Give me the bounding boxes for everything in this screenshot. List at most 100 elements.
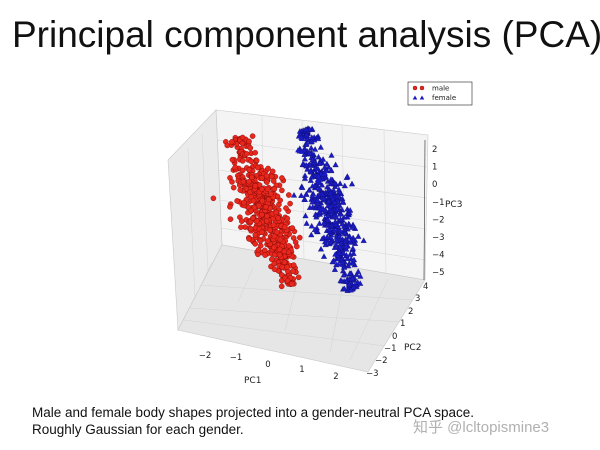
female-point (321, 164, 328, 170)
legend-female-label: female (432, 94, 456, 102)
female-point (334, 192, 341, 199)
female-point (319, 205, 326, 211)
male-point (252, 241, 258, 247)
male-point (263, 218, 270, 224)
male-point (257, 238, 264, 244)
male-point (248, 158, 255, 165)
female-point (299, 148, 305, 154)
male-point (270, 222, 277, 228)
female-point (350, 250, 357, 256)
male-point (240, 178, 247, 185)
male-point (252, 183, 259, 189)
female-point (339, 220, 346, 227)
female-point (350, 256, 358, 263)
female-point (339, 198, 347, 205)
z-tick-label: 1 (432, 163, 437, 173)
female-point (301, 175, 309, 181)
male-point (263, 204, 269, 210)
z-tick-label: −2 (432, 215, 445, 225)
x-tick-labels: −2 −1 0 1 2 (199, 351, 339, 382)
caption-line-1: Male and female body shapes projected in… (32, 405, 475, 420)
female-point (303, 161, 310, 168)
caption: Male and female body shapes projected in… (32, 404, 474, 438)
male-point (246, 178, 252, 185)
y-tick-label: 4 (423, 282, 428, 292)
male-point (271, 266, 278, 273)
female-point (331, 266, 338, 272)
female-point (353, 271, 360, 277)
male-point (274, 229, 280, 236)
female-point (332, 161, 339, 168)
female-point (301, 151, 308, 157)
male-point (281, 224, 288, 230)
male-point (262, 252, 268, 258)
female-point (329, 258, 336, 265)
male-point (273, 209, 279, 216)
female-point (344, 173, 351, 179)
male-point (289, 225, 296, 231)
male-point (281, 248, 288, 255)
female-point (328, 166, 335, 173)
female-point (333, 236, 340, 243)
male-point (290, 262, 297, 268)
z-axis-label: PC3 (445, 200, 462, 210)
male-point (248, 225, 254, 232)
slide-title: Principal component analysis (PCA) (12, 14, 600, 55)
female-point (329, 195, 337, 202)
female-point (290, 192, 298, 198)
female-point (340, 271, 347, 278)
female-point (311, 226, 318, 233)
male-point (227, 216, 234, 222)
male-point (283, 205, 289, 211)
male-point (253, 157, 260, 164)
female-point (325, 164, 332, 170)
female-point (349, 224, 356, 230)
female-point (338, 240, 345, 246)
female-point (307, 168, 314, 175)
legend-male-marker (412, 85, 418, 91)
z-tick-labels: 2 1 0 −1 −2 −3 −4 −5 (432, 145, 445, 278)
female-point (347, 251, 354, 257)
z-tick-label: −3 (432, 233, 445, 243)
male-point (281, 259, 288, 266)
female-point (305, 187, 313, 193)
male-point (232, 164, 238, 171)
z-tick-label: −5 (432, 268, 445, 278)
female-point (316, 159, 324, 166)
male-point (259, 175, 265, 181)
female-point (304, 166, 311, 172)
female-point (306, 161, 313, 167)
female-point (347, 238, 354, 245)
male-point (284, 264, 290, 270)
female-point (315, 135, 322, 142)
female-point (335, 261, 342, 267)
male-point (284, 215, 291, 222)
female-point (334, 198, 342, 204)
female-point (339, 259, 346, 265)
female-point (309, 198, 316, 205)
legend-male-marker-2 (419, 85, 425, 91)
male-point (234, 198, 240, 204)
female-point (314, 165, 322, 172)
male-point (290, 268, 296, 275)
male-point (267, 227, 273, 234)
female-point (336, 233, 343, 239)
male-point (263, 173, 270, 179)
female-point (303, 220, 310, 226)
female-point (341, 230, 348, 236)
male-point (289, 281, 295, 287)
male-point (271, 186, 278, 192)
female-point (335, 186, 342, 192)
x-tick-label: 1 (299, 365, 304, 375)
male-point (243, 151, 250, 157)
male-point (229, 156, 236, 163)
male-point (277, 236, 284, 243)
female-point (306, 126, 313, 132)
male-point (238, 224, 244, 230)
female-point (346, 270, 353, 276)
female-point (347, 207, 354, 213)
female-point (303, 191, 310, 197)
female-point (331, 227, 338, 233)
female-point (317, 209, 324, 215)
